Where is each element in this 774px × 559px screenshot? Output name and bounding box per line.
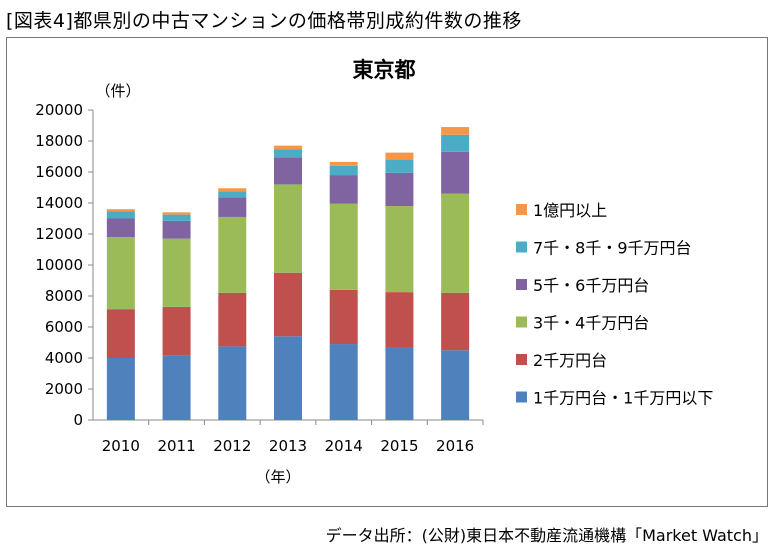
plot-area: 0 2000 4000 6000 8000 10000 12000 14000 16000 180… [35,101,484,455]
bar-segment-2016-s4 [441,134,470,152]
legend-swatch [516,279,527,290]
bar-segment-2012-s3 [218,197,247,217]
y-tick-label: 14000 [35,194,83,212]
bar-segment-2014-s1 [329,289,358,345]
bar-segment-2015-s4 [385,159,414,173]
bar-segment-2015-s0 [385,347,414,420]
bar-segment-2010-s5 [106,209,135,212]
bar-segment-2013-s4 [274,149,302,158]
legend-label: 1億円以上 [533,201,607,220]
bar-segment-2013-s2 [274,184,302,273]
y-tick-label: 12000 [35,225,83,243]
x-tick-label: 2014 [325,437,363,455]
y-tick-label: 8000 [45,287,83,305]
x-tick-label: 2016 [436,437,474,455]
legend-swatch [516,391,527,403]
bar-segment-2010-s1 [106,309,135,358]
legend-swatch [516,204,527,215]
x-tick-label: 2013 [269,437,307,455]
bar-segment-2014-s2 [329,203,358,290]
bar-segment-2015-s3 [385,172,414,207]
bar-segment-2013-s0 [274,336,302,420]
bar-segment-2012-s4 [218,191,247,198]
y-axis-unit: （件） [95,82,140,100]
bar-segment-2015-s1 [385,292,414,348]
x-tick-label: 2015 [380,437,418,455]
legend-label: 7千・8千・9千万円台 [533,239,692,258]
bar-segment-2012-s1 [218,292,247,347]
legend-label: 3千・4千万円台 [533,314,649,333]
legend: 1億円以上 7千・8千・9千万円台 5千・6千万円台 3千・4千万円台 2千万円台 1千万… [516,201,713,408]
legend-swatch [516,241,527,253]
y-tick-label: 4000 [45,349,83,367]
bar-segment-2012-s2 [218,216,247,293]
bar-segment-2014-s0 [329,344,358,420]
bar-segment-2013-s3 [274,157,302,185]
bar-segment-2016-s0 [441,350,470,420]
x-tick-label: 2010 [102,437,140,455]
bar-segment-2010-s0 [106,358,135,420]
bar-segment-2010-s3 [106,218,135,238]
bar-segment-2010-s4 [106,211,135,219]
legend-swatch [516,316,527,328]
bar-segment-2011-s5 [162,212,191,215]
bar-segment-2015-s5 [385,152,414,160]
bar-segment-2010-s2 [106,237,135,310]
legend-label: 5千・6千万円台 [533,276,649,295]
bar-segment-2011-s4 [162,214,191,221]
bar-segment-2016-s1 [441,292,470,351]
chart-title: 東京都 [353,58,416,82]
bar-segment-2013-s1 [274,272,302,337]
y-tick-label: 10000 [35,256,83,274]
bar-segment-2012-s5 [218,188,247,192]
bar-segment-2011-s2 [162,238,191,307]
bar-segment-2016-s3 [441,151,470,194]
bar-segment-2011-s3 [162,220,191,239]
bar-segment-2013-s5 [274,145,302,150]
y-tick-label: 20000 [35,101,83,119]
y-tick-label: 0 [73,411,83,429]
source-note: データ出所：(公財)東日本不動産流通機構「Market Watch」 [325,526,768,545]
legend-label: 2千万円台 [533,351,607,370]
legend-swatch [516,354,527,365]
bar-segment-2011-s1 [162,306,191,356]
x-axis-unit: （年） [255,468,300,486]
bar-segment-2014-s4 [329,165,358,176]
bar-segment-2011-s0 [162,355,191,420]
bar-segment-2016-s5 [441,127,470,135]
y-tick-label: 16000 [35,163,83,181]
x-tick-label: 2012 [213,437,251,455]
bar-segment-2016-s2 [441,193,470,293]
figure-title: [図表4]都県別の中古マンションの価格帯別成約件数の推移 [6,10,522,32]
bar-segment-2015-s2 [385,206,414,293]
bar-segment-2012-s0 [218,346,247,420]
y-tick-label: 6000 [45,318,83,336]
stacked-bar-chart: 東京都 （件） （年） 0 2000 4000 6000 8000 10000 12000 1… [35,58,713,486]
legend-label: 1千万円台・1千万円以下 [533,389,713,408]
y-tick-label: 18000 [35,132,83,150]
x-tick-label: 2011 [157,437,195,455]
bar-segment-2014-s5 [329,161,358,166]
y-tick-label: 2000 [45,380,83,398]
bar-segment-2014-s3 [329,175,358,204]
